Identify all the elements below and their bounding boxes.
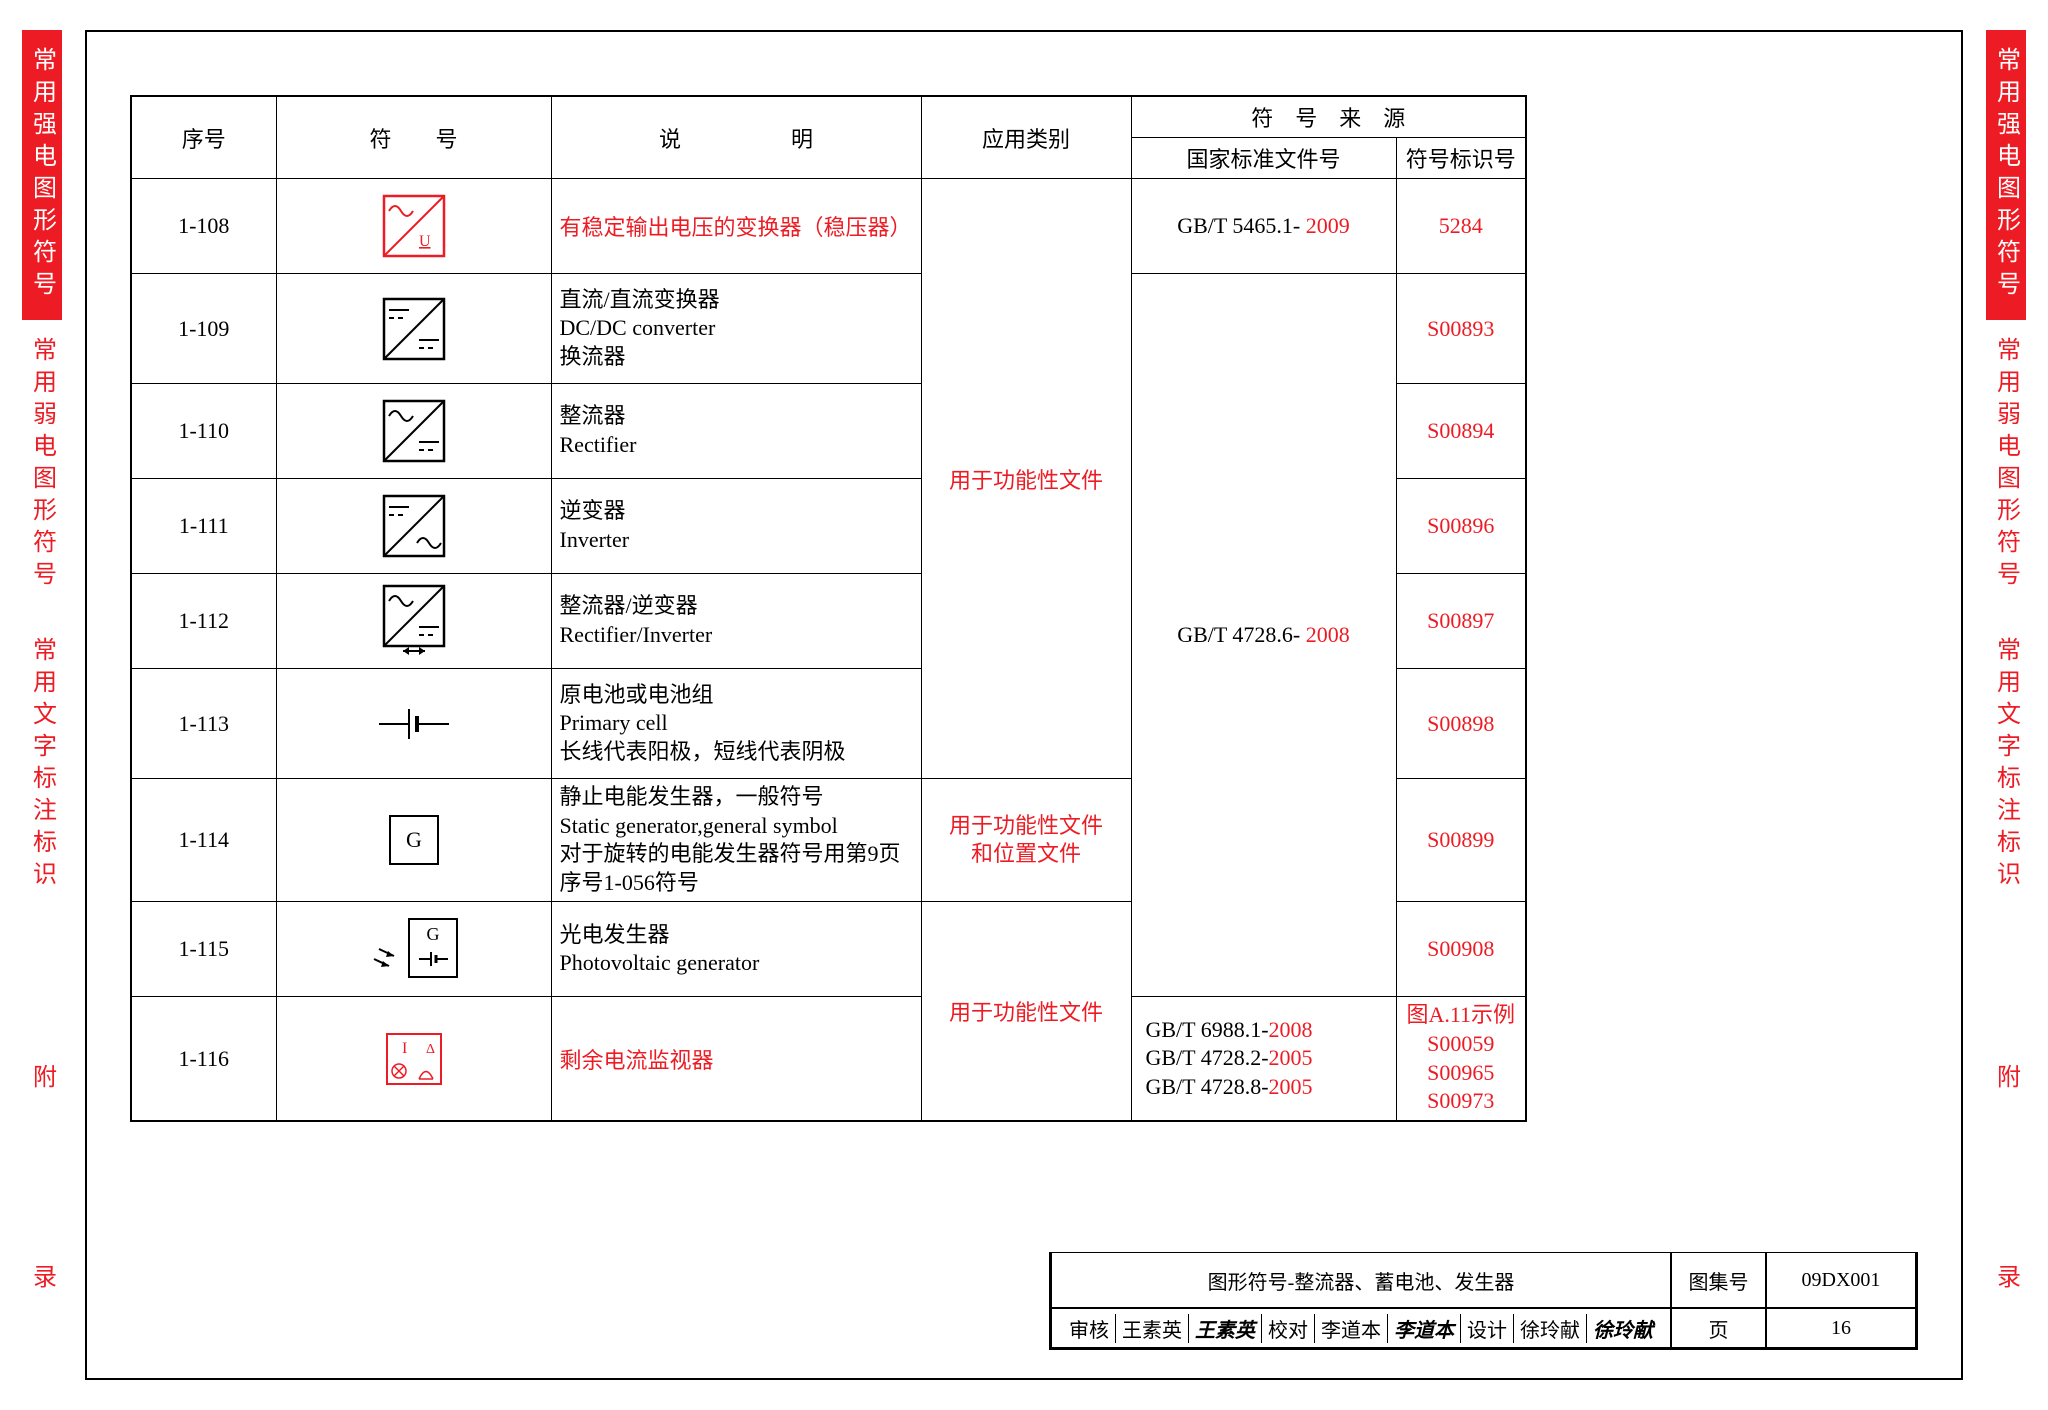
cell-symbol: I Δ (276, 997, 551, 1121)
cell-symbol: G (276, 779, 551, 902)
cell-desc: 直流/直流变换器DC/DC converter换流器 (551, 274, 921, 384)
side-tab-appendix-left2: 录 (22, 1250, 62, 1310)
checker-name: 李道本 (1315, 1314, 1388, 1343)
dcdc-icon (381, 296, 447, 362)
cell-symbol (276, 669, 551, 779)
table-row: 1-116 I Δ 剩余电流监视器 GB/T 6988.1-2008 GB/T … (131, 997, 1526, 1121)
cell-id: S00897 (1396, 574, 1526, 669)
cell-seq: 1-116 (131, 997, 276, 1121)
cell-id: 5284 (1396, 179, 1526, 274)
cell-seq: 1-111 (131, 479, 276, 574)
cell-symbol (276, 479, 551, 574)
cell-symbol: U (276, 179, 551, 274)
cell-symbol (276, 274, 551, 384)
svg-text:G: G (406, 827, 422, 852)
header-row-1: 序号 符 号 说 明 应用类别 符 号 来 源 (131, 96, 1526, 138)
cell-id: S00894 (1396, 384, 1526, 479)
cell-desc: 剩余电流监视器 (551, 997, 921, 1121)
cell-seq: 1-109 (131, 274, 276, 384)
set-number-value: 09DX001 (1766, 1252, 1916, 1308)
cell-desc: 整流器/逆变器Rectifier/Inverter (551, 574, 921, 669)
review-label: 审核 (1063, 1314, 1116, 1343)
cell-symbol (276, 574, 551, 669)
cell-app: 用于功能性文件和位置文件 (921, 779, 1131, 902)
header-std: 国家标准文件号 (1131, 138, 1396, 179)
cell-app-merged: 用于功能性文件 (921, 179, 1131, 779)
cell-seq: 1-110 (131, 384, 276, 479)
side-tab-weak-left: 常用弱电图形符号 (22, 320, 62, 610)
side-tab-strong-left: 常用强电图形符号 (22, 30, 62, 320)
cell-app-merged2: 用于功能性文件 (921, 902, 1131, 1121)
drawing-title: 图形符号-整流器、蓄电池、发生器 (1051, 1252, 1671, 1308)
cell-std: GB/T 6988.1-2008 GB/T 4728.2-2005 GB/T 4… (1131, 997, 1396, 1121)
svg-text:U: U (419, 233, 431, 250)
cell-seq: 1-114 (131, 779, 276, 902)
svg-text:G: G (426, 924, 439, 944)
cell-id: S00893 (1396, 274, 1526, 384)
cell-seq: 1-112 (131, 574, 276, 669)
cell-symbol (276, 384, 551, 479)
cell-seq: 1-115 (131, 902, 276, 997)
svg-text:Δ: Δ (426, 1042, 435, 1057)
cell-std-merged: GB/T 4728.6- 2008 (1131, 274, 1396, 997)
header-symbol: 符 号 (276, 96, 551, 179)
rcd-icon: I Δ (384, 1031, 444, 1087)
side-tab-appendix-right1: 附 (1986, 1050, 2026, 1110)
rectifier-icon (381, 398, 447, 464)
cell-id: S00896 (1396, 479, 1526, 574)
cell-desc: 静止电能发生器，一般符号Static generator,general sym… (551, 779, 921, 902)
table-row: 1-109 直流/直流变换器DC/DC converter换流器 GB/T 47… (131, 274, 1526, 384)
cell-desc: 光电发生器Photovoltaic generator (551, 902, 921, 997)
table-row: 1-108 U 有稳定输出电压的变换器（稳压器） 用于功能性文件 GB/T 54… (131, 179, 1526, 274)
page-value: 16 (1766, 1308, 1916, 1348)
side-tab-strong-right: 常用强电图形符号 (1986, 30, 2026, 320)
signature-row: 审核 王素英 王素英 校对 李道本 李道本 设计 徐玲献 徐玲献 (1051, 1308, 1671, 1348)
cell-std: GB/T 5465.1- 2009 (1131, 179, 1396, 274)
page-label: 页 (1671, 1308, 1766, 1348)
side-tab-weak-right: 常用弱电图形符号 (1986, 320, 2026, 610)
converter-vreg-icon: U (381, 193, 447, 259)
reviewer-sign: 王素英 (1189, 1314, 1262, 1343)
side-tab-appendix-right2: 录 (1986, 1250, 2026, 1310)
designer-sign: 徐玲献 (1587, 1314, 1659, 1343)
inverter-icon (381, 493, 447, 559)
side-tab-appendix-left1: 附 (22, 1050, 62, 1110)
side-tab-text-right: 常用文字标注标识 (1986, 610, 2026, 920)
reviewer-name: 王素英 (1116, 1314, 1189, 1343)
header-source: 符 号 来 源 (1131, 96, 1526, 138)
header-seq: 序号 (131, 96, 276, 179)
cell-seq: 1-108 (131, 179, 276, 274)
header-app: 应用类别 (921, 96, 1131, 179)
cell-id: 图A.11示例S00059S00965S00973 (1396, 997, 1526, 1121)
cell-id: S00908 (1396, 902, 1526, 997)
cell-id: S00899 (1396, 779, 1526, 902)
header-desc: 说 明 (551, 96, 921, 179)
cell-id: S00898 (1396, 669, 1526, 779)
design-label: 设计 (1461, 1314, 1514, 1343)
title-block: 图形符号-整流器、蓄电池、发生器 图集号 09DX001 审核 王素英 王素英 … (1049, 1252, 1918, 1350)
check-label: 校对 (1262, 1314, 1315, 1343)
cell-desc: 逆变器Inverter (551, 479, 921, 574)
cell-seq: 1-113 (131, 669, 276, 779)
header-id: 符号标识号 (1396, 138, 1526, 179)
side-tab-text-left: 常用文字标注标识 (22, 610, 62, 920)
designer-name: 徐玲献 (1514, 1314, 1587, 1343)
cell-icon (374, 699, 454, 749)
cell-desc: 有稳定输出电压的变换器（稳压器） (551, 179, 921, 274)
svg-text:I: I (402, 1040, 407, 1057)
gen-icon: G (387, 813, 441, 867)
symbols-table: 序号 符 号 说 明 应用类别 符 号 来 源 国家标准文件号 符号标识号 1-… (130, 95, 1527, 1122)
pv-icon: G (364, 914, 464, 984)
cell-desc: 整流器Rectifier (551, 384, 921, 479)
set-number-label: 图集号 (1671, 1252, 1766, 1308)
rect-inv-icon (381, 583, 447, 659)
cell-symbol: G (276, 902, 551, 997)
cell-desc: 原电池或电池组Primary cell长线代表阳极，短线代表阴极 (551, 669, 921, 779)
checker-sign: 李道本 (1388, 1314, 1461, 1343)
